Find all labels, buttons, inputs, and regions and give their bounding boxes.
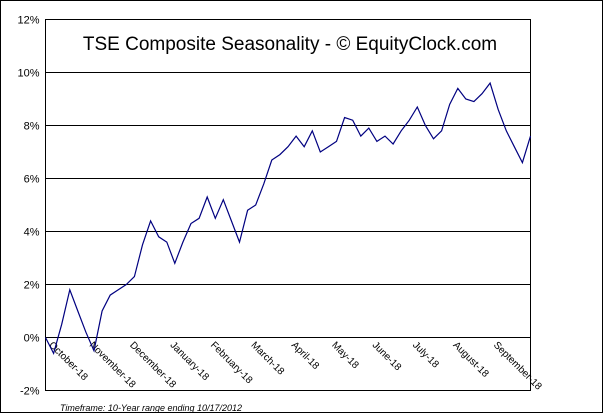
y-tick-label: 4%: [24, 227, 40, 239]
y-tick-label: 12%: [17, 15, 39, 27]
footnote: Timeframe: 10-Year range ending 10/17/20…: [60, 403, 242, 413]
y-tick-label: -2%: [20, 386, 40, 398]
line: [44, 81, 532, 356]
y-tick-label: 2%: [24, 280, 40, 292]
y-tick-label: 0%: [24, 333, 40, 345]
y-tick-label: 8%: [24, 121, 40, 133]
y-tick-label: 6%: [24, 174, 40, 186]
y-tick-label: 10%: [17, 68, 39, 80]
chart-frame: [0, 0, 603, 413]
chart-title: TSE Composite Seasonality - © EquityCloc…: [83, 34, 497, 55]
